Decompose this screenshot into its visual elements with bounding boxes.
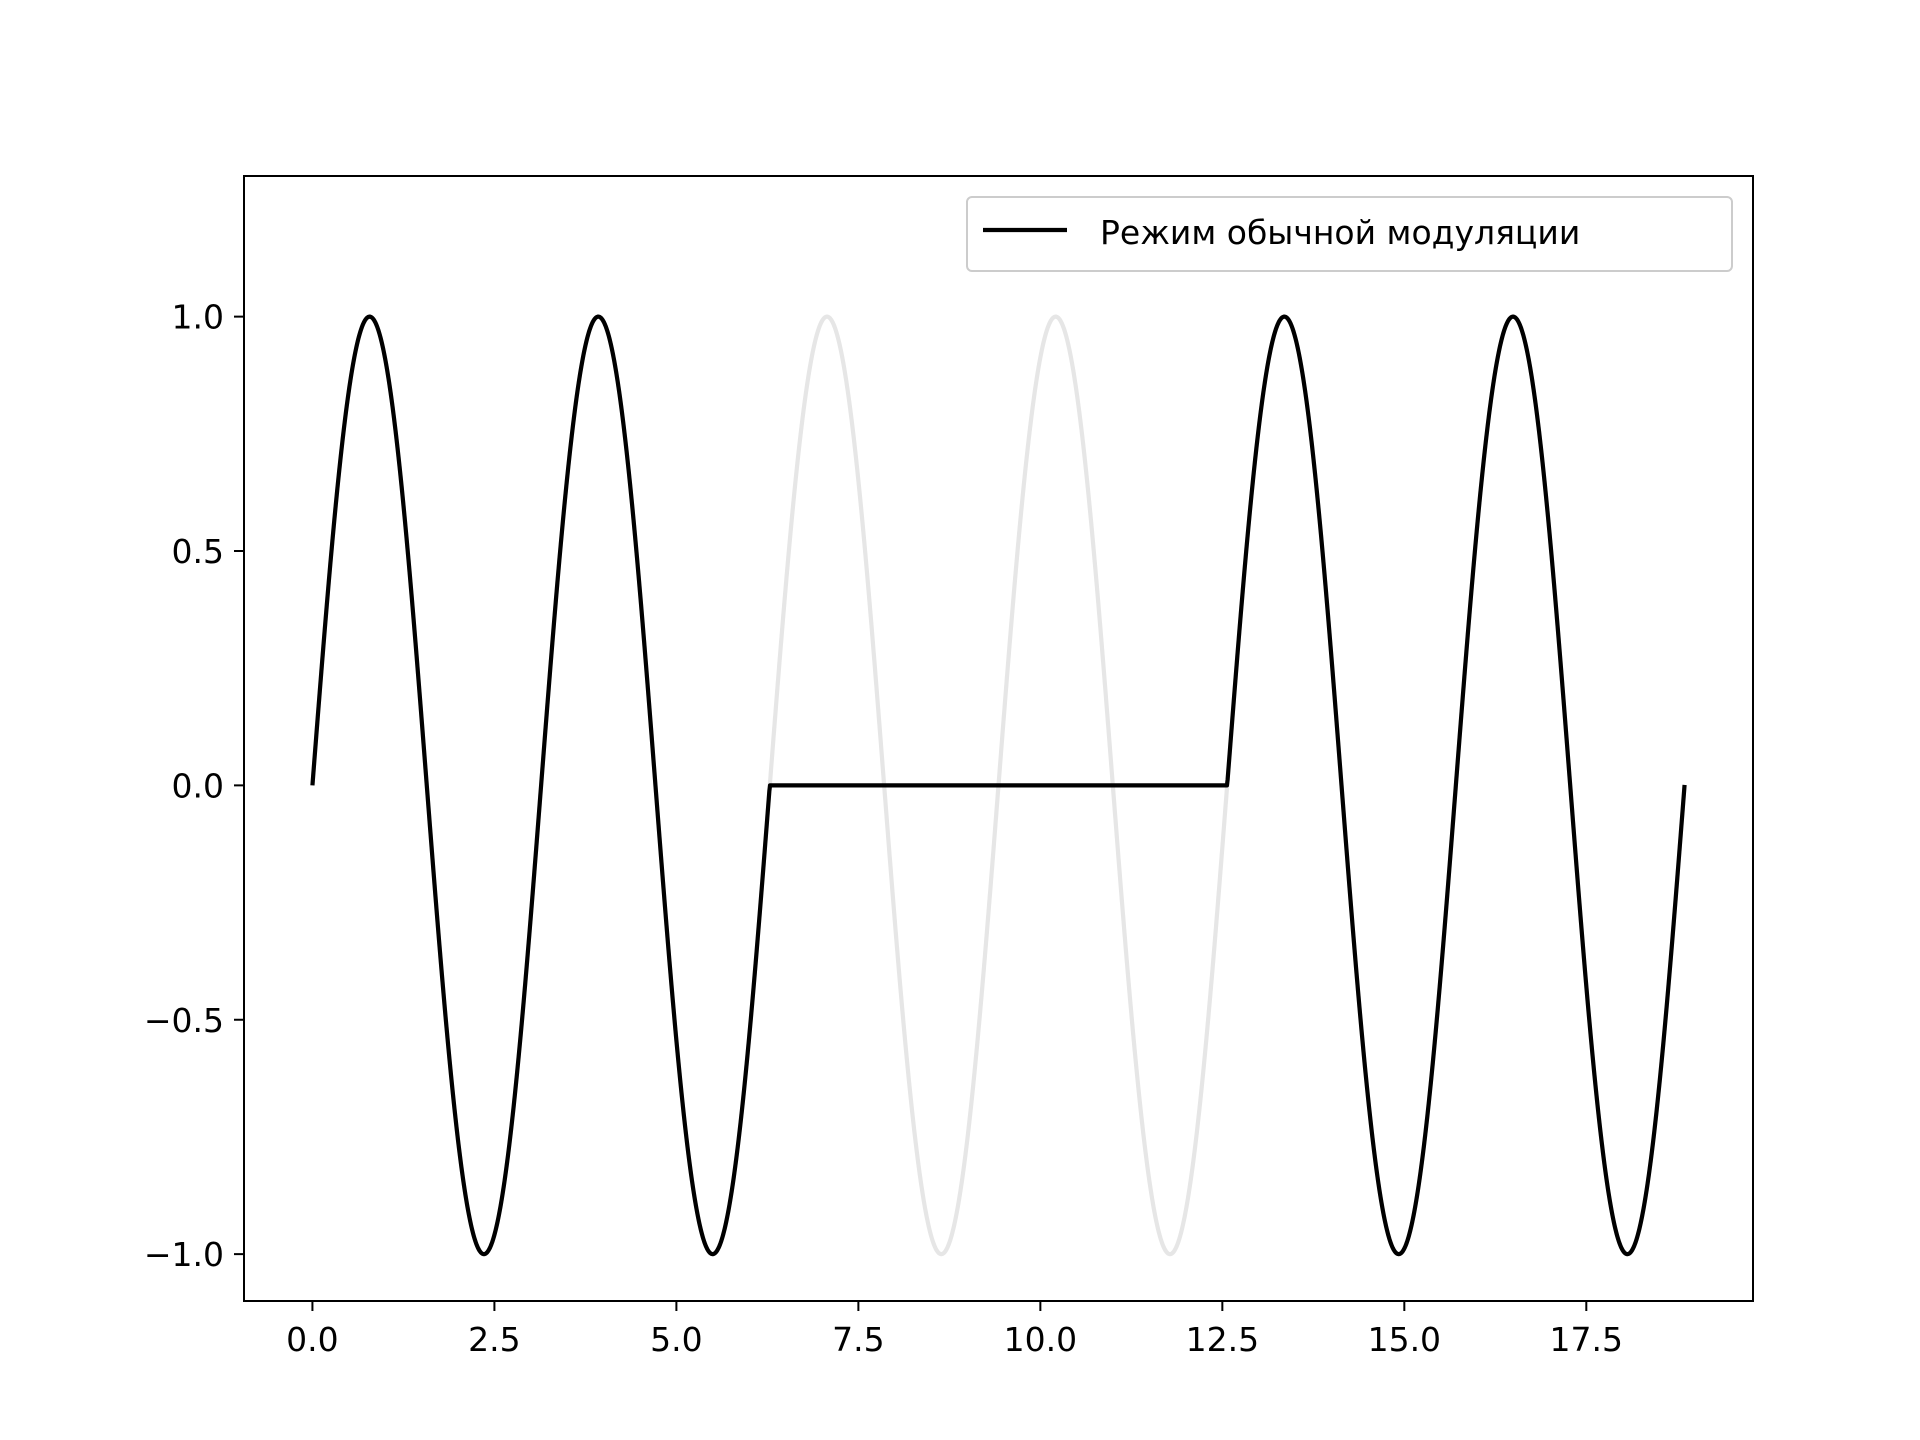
y-axis-ticks: −1.0 −0.5 0.0 0.5 1.0 bbox=[144, 298, 244, 1274]
plot-area bbox=[310, 314, 1687, 1257]
x-tick-label: 0.0 bbox=[286, 1320, 338, 1359]
legend-label: Режим обычной модуляции bbox=[1100, 213, 1580, 252]
x-tick-label: 7.5 bbox=[832, 1320, 884, 1359]
x-tick-label: 5.0 bbox=[650, 1320, 702, 1359]
y-tick-label: 1.0 bbox=[172, 298, 224, 337]
y-tick-label: 0.5 bbox=[172, 532, 224, 571]
axes-frame bbox=[243, 175, 1754, 1302]
x-tick-label: 12.5 bbox=[1186, 1320, 1259, 1359]
series-line-modulation bbox=[310, 314, 1687, 1257]
x-tick-label: 2.5 bbox=[468, 1320, 520, 1359]
legend-box bbox=[966, 196, 1733, 272]
y-tick-label: −1.0 bbox=[144, 1235, 224, 1274]
y-tick-label: 0.0 bbox=[172, 766, 224, 805]
legend: Режим обычной модуляции bbox=[966, 196, 1733, 272]
x-tick-label: 17.5 bbox=[1550, 1320, 1623, 1359]
x-axis-ticks: 0.0 2.5 5.0 7.5 10.0 12.5 15.0 17.5 bbox=[286, 1301, 1623, 1359]
y-tick-label: −0.5 bbox=[144, 1001, 224, 1040]
x-tick-label: 10.0 bbox=[1004, 1320, 1077, 1359]
x-tick-label: 15.0 bbox=[1368, 1320, 1441, 1359]
